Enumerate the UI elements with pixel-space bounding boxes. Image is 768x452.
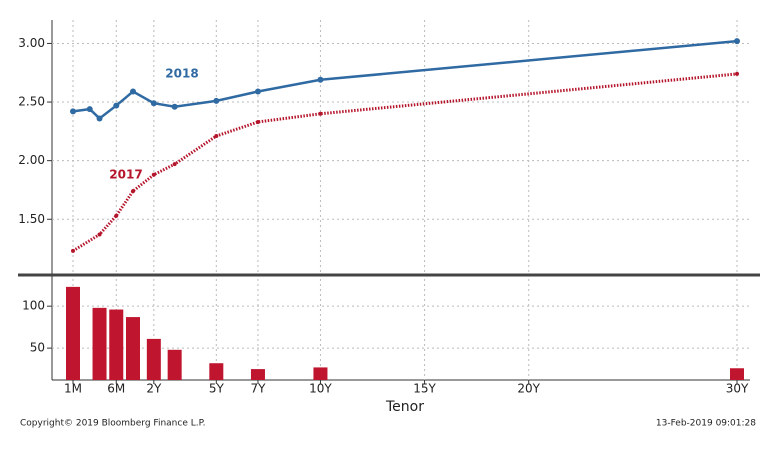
bar bbox=[66, 286, 80, 380]
bar bbox=[250, 369, 265, 380]
bar bbox=[109, 309, 124, 380]
point bbox=[255, 119, 260, 124]
x-tick-label: 15Y bbox=[413, 382, 436, 396]
bar bbox=[126, 317, 140, 380]
point bbox=[130, 88, 136, 95]
point bbox=[70, 108, 76, 115]
point bbox=[113, 102, 120, 109]
y-tick-label: 100 bbox=[22, 299, 45, 313]
point bbox=[318, 111, 323, 116]
y-tick-label: 2.00 bbox=[18, 153, 45, 167]
bar bbox=[209, 363, 224, 380]
point bbox=[735, 71, 739, 76]
x-tick-label: 7Y bbox=[250, 382, 266, 396]
x-tick-label: 10Y bbox=[309, 382, 332, 396]
x-axis-label: Tenor bbox=[385, 399, 424, 415]
series-line bbox=[72, 72, 738, 253]
point bbox=[86, 106, 93, 113]
point bbox=[213, 97, 220, 104]
x-tick-label: 2Y bbox=[146, 382, 162, 396]
point bbox=[171, 103, 178, 110]
point bbox=[151, 172, 156, 177]
y-tick-label: 2.50 bbox=[18, 95, 45, 109]
bar bbox=[167, 349, 182, 380]
point bbox=[317, 76, 324, 83]
point bbox=[150, 100, 157, 107]
x-tick-label: 5Y bbox=[209, 382, 225, 396]
annotation: 2017 bbox=[109, 168, 142, 182]
point bbox=[71, 248, 75, 253]
y-tick-label: 3.00 bbox=[18, 36, 45, 50]
x-tick-label: 20Y bbox=[517, 382, 540, 396]
x-tick-label: 30Y bbox=[726, 382, 749, 396]
y-tick-label: 50 bbox=[30, 341, 45, 355]
annotation: 2018 bbox=[165, 67, 198, 81]
x-tick-label: 6M bbox=[107, 382, 125, 396]
point bbox=[254, 88, 261, 95]
bar bbox=[92, 307, 107, 380]
x-tick-label: 1M bbox=[64, 382, 82, 396]
y-tick-label: 1.50 bbox=[18, 212, 45, 226]
point bbox=[172, 162, 177, 167]
bar bbox=[313, 367, 328, 380]
point bbox=[131, 189, 135, 194]
bar bbox=[146, 338, 161, 380]
copyright: Copyright© 2019 Bloomberg Finance L.P. bbox=[20, 419, 205, 429]
point bbox=[97, 232, 102, 237]
point bbox=[96, 115, 103, 122]
timestamp: 13-Feb-2019 09:01:28 bbox=[656, 419, 756, 429]
point bbox=[734, 38, 740, 45]
bar bbox=[730, 368, 744, 380]
point bbox=[214, 134, 219, 139]
point bbox=[114, 213, 119, 218]
